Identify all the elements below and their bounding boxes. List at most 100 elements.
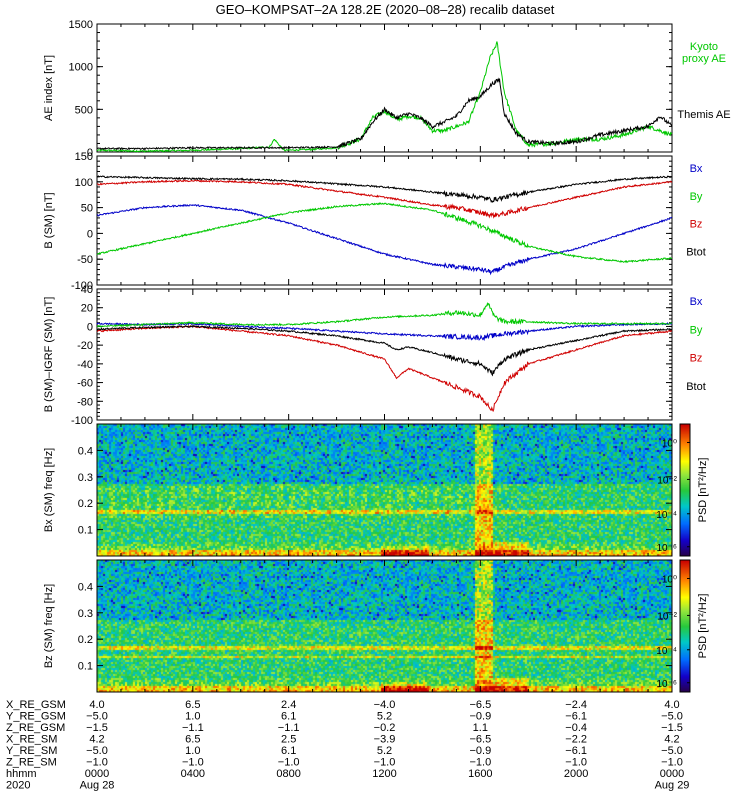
y-tick-label: 0.1 bbox=[78, 661, 93, 673]
y-tick-label: 20 bbox=[81, 303, 93, 315]
series-line-bx bbox=[96, 321, 673, 342]
x-axis-row-label: X_RE_GSM bbox=[6, 699, 66, 711]
colorbar-tick-label: 10⁻⁴ bbox=[656, 646, 677, 657]
series-line-bx bbox=[97, 203, 673, 276]
plot-frame bbox=[96, 23, 673, 153]
x-axis-value: −1.0 bbox=[469, 757, 491, 769]
x-axis-value: 2000 bbox=[564, 768, 588, 780]
y-tick-label: 0.3 bbox=[78, 608, 93, 620]
colorbar-tick-label: 10⁻² bbox=[657, 611, 677, 622]
y-tick-label: -60 bbox=[77, 378, 93, 390]
x-axis-value: Aug 29 bbox=[655, 780, 690, 792]
x-axis-value: 2.5 bbox=[281, 734, 296, 746]
x-axis-value: −6.1 bbox=[565, 745, 587, 757]
colorbar-tick-label: 10⁻⁴ bbox=[656, 510, 677, 521]
x-axis-value: Aug 28 bbox=[80, 780, 115, 792]
legend-label: Btot bbox=[686, 381, 706, 393]
x-axis-value: 4.0 bbox=[664, 699, 679, 711]
x-axis-value: 5.2 bbox=[377, 711, 392, 723]
legend-label: proxy AE bbox=[682, 53, 726, 65]
legend-label: Themis AE bbox=[677, 109, 730, 121]
y-tick-label: -100 bbox=[71, 415, 93, 427]
x-axis-value: −1.0 bbox=[565, 757, 587, 769]
panel-5: 0.1 0.2 0.3 0.4 Bz (SM) freq [Hz] 10⁰ 10⁻² 10⁻⁴… bbox=[43, 559, 709, 693]
x-axis-row-label: Y_RE_SM bbox=[6, 745, 57, 757]
y-tick-label: 50 bbox=[81, 203, 93, 215]
colorbar-label: PSD [nT²/Hz] bbox=[697, 594, 709, 659]
x-axis-value: −0.9 bbox=[469, 711, 491, 723]
x-axis-value: −1.0 bbox=[86, 757, 108, 769]
x-axis-value: 4.2 bbox=[89, 734, 104, 746]
y-tick-label: 0 bbox=[87, 228, 93, 240]
y-tick-label: -50 bbox=[77, 254, 93, 266]
x-axis-value: −2.2 bbox=[565, 734, 587, 746]
x-axis-value: −1.5 bbox=[86, 722, 108, 734]
y-tick-label: 150 bbox=[75, 151, 93, 163]
colorbar-frame bbox=[679, 559, 691, 693]
x-axis-value: 1.1 bbox=[473, 722, 488, 734]
x-axis-row-label: Y_RE_GSM bbox=[6, 711, 66, 723]
y-tick-label: 1500 bbox=[69, 19, 93, 31]
x-axis-value: 6.5 bbox=[185, 699, 200, 711]
y-tick-label: -100 bbox=[71, 280, 93, 292]
plot-frame bbox=[96, 155, 673, 286]
colorbar bbox=[680, 424, 690, 556]
y-tick-label: 0.2 bbox=[78, 634, 93, 646]
x-axis-value: −3.9 bbox=[374, 734, 396, 746]
series-line-by bbox=[97, 301, 673, 328]
panel-4: 0.1 0.2 0.3 0.4 Bx (SM) freq [Hz] 10⁰ 10⁻² 10⁻⁴… bbox=[43, 423, 709, 557]
x-axis-value: 1600 bbox=[468, 768, 492, 780]
y-tick-label: 1000 bbox=[69, 62, 93, 74]
panel-3: -100 -80 -60 -40 -20 0 20 40 B (SM)–IGRF (SM) [n… bbox=[43, 284, 706, 427]
x-axis-value: 0000 bbox=[85, 768, 109, 780]
spectrogram-image bbox=[97, 560, 672, 692]
series-line-btot bbox=[96, 175, 673, 204]
x-axis-value: −6.1 bbox=[565, 711, 587, 723]
x-axis-row-label: Z_RE_SM bbox=[6, 757, 57, 769]
x-axis-value: −0.4 bbox=[565, 722, 587, 734]
y-tick-label: 0.4 bbox=[78, 445, 93, 457]
x-axis-value: 5.2 bbox=[377, 745, 392, 757]
x-axis-value: 1200 bbox=[372, 768, 396, 780]
x-axis-table: X_RE_GSMY_RE_GSMZ_RE_GSMX_RE_SMY_RE_SMZ_… bbox=[6, 699, 689, 792]
series-line-btot bbox=[96, 324, 673, 377]
x-axis-value: −1.0 bbox=[278, 757, 300, 769]
x-axis-value: 6.1 bbox=[281, 745, 296, 757]
legend-label: Bx bbox=[690, 296, 703, 308]
y-tick-label: 0 bbox=[87, 321, 93, 333]
y-axis-label: B (SM)–IGRF (SM) [nT] bbox=[43, 297, 55, 413]
x-axis-value: 1.0 bbox=[185, 745, 200, 757]
legend-label: Kyoto bbox=[690, 41, 718, 53]
x-axis-value: 0000 bbox=[660, 768, 684, 780]
x-axis-value: −5.0 bbox=[661, 711, 683, 723]
x-axis-value: 6.5 bbox=[185, 734, 200, 746]
colorbar-tick-label: 10⁰ bbox=[662, 438, 677, 449]
x-axis-value: 4.2 bbox=[664, 734, 679, 746]
x-axis-row-label: 2020 bbox=[6, 780, 30, 792]
legend-label: By bbox=[690, 191, 703, 203]
colorbar-frame bbox=[679, 423, 691, 557]
x-axis-value: −1.1 bbox=[182, 722, 204, 734]
legend-label: Bz bbox=[690, 219, 703, 231]
colorbar bbox=[680, 560, 690, 692]
x-axis-row-label: hhmm bbox=[6, 768, 37, 780]
x-axis-value: −4.0 bbox=[374, 699, 396, 711]
y-tick-label: 0.3 bbox=[78, 472, 93, 484]
x-axis-value: 0400 bbox=[181, 768, 205, 780]
x-axis-value: −2.4 bbox=[565, 699, 587, 711]
x-axis-row-label: Z_RE_GSM bbox=[6, 722, 65, 734]
y-tick-label: 0.1 bbox=[78, 525, 93, 537]
y-tick-label: -40 bbox=[77, 359, 93, 371]
y-tick-label: 100 bbox=[75, 177, 93, 189]
x-axis-value: −0.2 bbox=[374, 722, 396, 734]
legend-label: By bbox=[690, 324, 703, 336]
x-axis-row-label: X_RE_SM bbox=[6, 734, 57, 746]
series-line-kyoto-proxy-ae bbox=[96, 41, 673, 153]
x-axis-value: −6.5 bbox=[469, 734, 491, 746]
x-axis-value: −5.0 bbox=[661, 745, 683, 757]
y-tick-label: 500 bbox=[75, 104, 93, 116]
colorbar-tick-label: 10⁰ bbox=[662, 574, 677, 585]
